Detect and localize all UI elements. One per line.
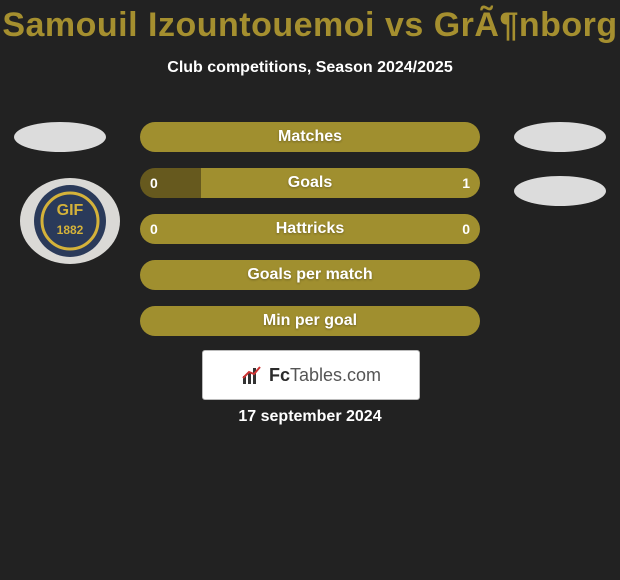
title-player1: Samouil Izountouemoi bbox=[2, 6, 375, 44]
stat-value-right: 1 bbox=[452, 168, 480, 198]
brand-prefix: Fc bbox=[269, 365, 290, 385]
club-badge-svg: GIF 1882 bbox=[31, 182, 109, 260]
title-player2: GrÃ¶nborg bbox=[434, 6, 618, 44]
stat-value-left: 0 bbox=[140, 168, 168, 198]
subtitle: Club competitions, Season 2024/2025 bbox=[0, 59, 620, 77]
stat-bar-left bbox=[140, 122, 310, 152]
stat-row: Goals01 bbox=[140, 168, 480, 198]
stat-bar-right bbox=[201, 168, 480, 198]
brand-text: FcTables.com bbox=[269, 365, 381, 386]
stat-bar-right bbox=[310, 306, 480, 336]
player1-avatar-placeholder bbox=[14, 122, 106, 152]
badge-letters: GIF bbox=[57, 202, 84, 219]
stat-bar-right bbox=[310, 122, 480, 152]
badge-year: 1882 bbox=[57, 223, 84, 237]
brand-chart-icon bbox=[241, 364, 263, 386]
player2-club-placeholder bbox=[514, 176, 606, 206]
stat-value-left: 0 bbox=[140, 214, 168, 244]
brand-suffix: Tables.com bbox=[290, 365, 381, 385]
stat-bar-left bbox=[140, 306, 310, 336]
player2-avatar-placeholder bbox=[514, 122, 606, 152]
stat-row: Hattricks00 bbox=[140, 214, 480, 244]
stat-row: Matches bbox=[140, 122, 480, 152]
stat-row: Goals per match bbox=[140, 260, 480, 290]
stat-value-right: 0 bbox=[452, 214, 480, 244]
stat-row: Min per goal bbox=[140, 306, 480, 336]
page-title: Samouil Izountouemoi vs GrÃ¶nborg bbox=[0, 0, 620, 45]
date-text: 17 september 2024 bbox=[0, 408, 620, 426]
title-vs: vs bbox=[385, 6, 424, 44]
stat-bar-left bbox=[140, 260, 310, 290]
player1-club-badge: GIF 1882 bbox=[20, 178, 120, 264]
badge-outer bbox=[34, 185, 106, 257]
stats-block: MatchesGoals01Hattricks00Goals per match… bbox=[140, 122, 480, 352]
stat-bar-right bbox=[310, 260, 480, 290]
brand-box: FcTables.com bbox=[202, 350, 420, 400]
